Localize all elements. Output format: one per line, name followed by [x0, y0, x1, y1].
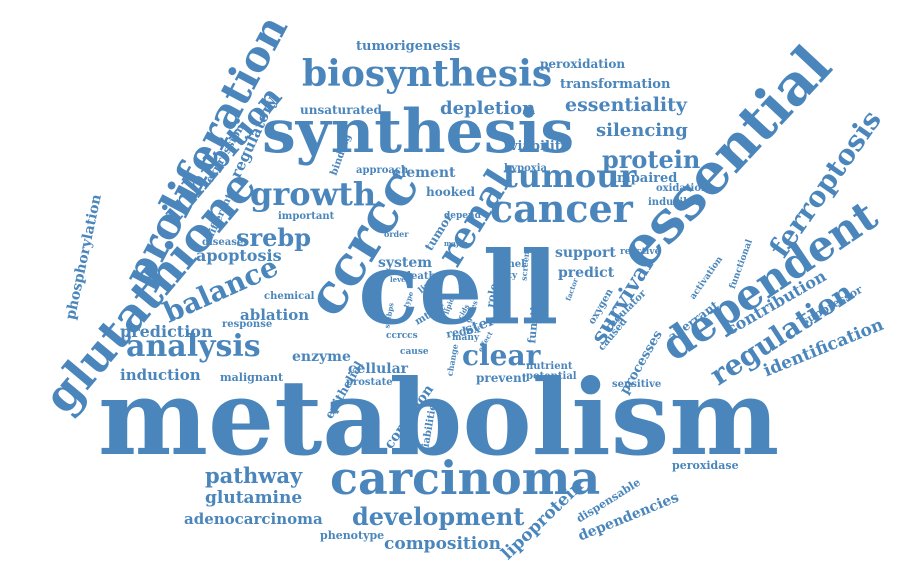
- word-cause: cause: [400, 347, 429, 357]
- word-ccrccs: ccrccs: [386, 331, 418, 341]
- word-phenotype: phenotype: [320, 529, 385, 542]
- word-growth: growth: [250, 175, 377, 213]
- word-impaired: impaired: [612, 171, 678, 186]
- word-chemical: chemical: [264, 291, 315, 302]
- word-support: support: [555, 245, 616, 261]
- word-disease: disease: [202, 237, 244, 248]
- word-system: system: [378, 255, 433, 271]
- word-depend: depend: [444, 211, 481, 221]
- word-malignant: malignant: [220, 371, 284, 384]
- word-tumour: tumour: [503, 157, 637, 195]
- word-death: death: [404, 271, 436, 282]
- word-tumorigenesis: tumorigenesis: [356, 39, 461, 54]
- word-hooked: hooked: [426, 185, 476, 199]
- word-depletion: depletion: [440, 98, 536, 119]
- word-enzyme: enzyme: [292, 349, 351, 365]
- word-biosynthesis: biosynthesis: [302, 53, 553, 95]
- word-inducible: inducible: [648, 197, 701, 208]
- word-cellular: cellular: [348, 361, 409, 377]
- word-viability: viability: [510, 139, 569, 154]
- word-nrf: nrf: [430, 288, 442, 303]
- word-carcinoma: carcinoma: [330, 451, 601, 505]
- word-adenocarcinoma: adenocarcinoma: [184, 510, 323, 528]
- word-development: development: [352, 502, 525, 531]
- word-element: element: [392, 165, 456, 181]
- word-panel: panel: [494, 259, 525, 270]
- word-oxidation: oxidation: [656, 183, 709, 194]
- word-essentiality: essentiality: [565, 94, 687, 116]
- word-order: order: [384, 229, 409, 239]
- word-hypoxia: hypoxia: [504, 163, 547, 174]
- word-potential: potential: [526, 371, 577, 382]
- word-level: level: [390, 275, 409, 284]
- word-protein: protein: [602, 145, 701, 174]
- word-ablation: ablation: [240, 306, 310, 324]
- word-phosphorylation: phosphorylation: [62, 192, 105, 322]
- word-major: major: [444, 239, 467, 248]
- word-peroxidation: peroxidation: [540, 57, 626, 71]
- word-screen: screen: [518, 250, 532, 282]
- word-synthesis: synthesis: [262, 97, 575, 167]
- word-apoptosis: apoptosis: [196, 246, 282, 265]
- word-induction: induction: [120, 366, 201, 384]
- word-prostate: prostate: [346, 377, 393, 388]
- word-srebp: srebp: [236, 223, 311, 252]
- word-composition: composition: [384, 534, 501, 554]
- word-transformation: transformation: [560, 77, 671, 92]
- word-many: many: [452, 333, 480, 343]
- word-analysis: analysis: [126, 329, 261, 364]
- word-unsaturated: unsaturated: [300, 103, 382, 117]
- word-reactive: reactive: [620, 247, 661, 257]
- word-prevent: prevent: [476, 371, 528, 385]
- word-fatty: fatty: [494, 271, 518, 281]
- word-sensitive: sensitive: [612, 379, 662, 390]
- word-nutrient: nutrient: [526, 361, 573, 372]
- word-pathway: pathway: [205, 463, 303, 488]
- word-prediction: prediction: [120, 322, 213, 341]
- word-peroxidase: peroxidase: [672, 459, 739, 472]
- word-cancer: cancer: [490, 186, 633, 231]
- word-metabolism: metabolism: [98, 356, 780, 479]
- word-response: response: [222, 319, 273, 330]
- word-glutamine: glutamine: [205, 488, 303, 508]
- word-predict: predict: [558, 265, 615, 281]
- word-cell: cell: [358, 229, 559, 347]
- word-approach: approach: [356, 165, 409, 176]
- word-clear: clear: [462, 339, 541, 372]
- word-silencing: silencing: [596, 120, 688, 141]
- word-important: important: [278, 211, 335, 222]
